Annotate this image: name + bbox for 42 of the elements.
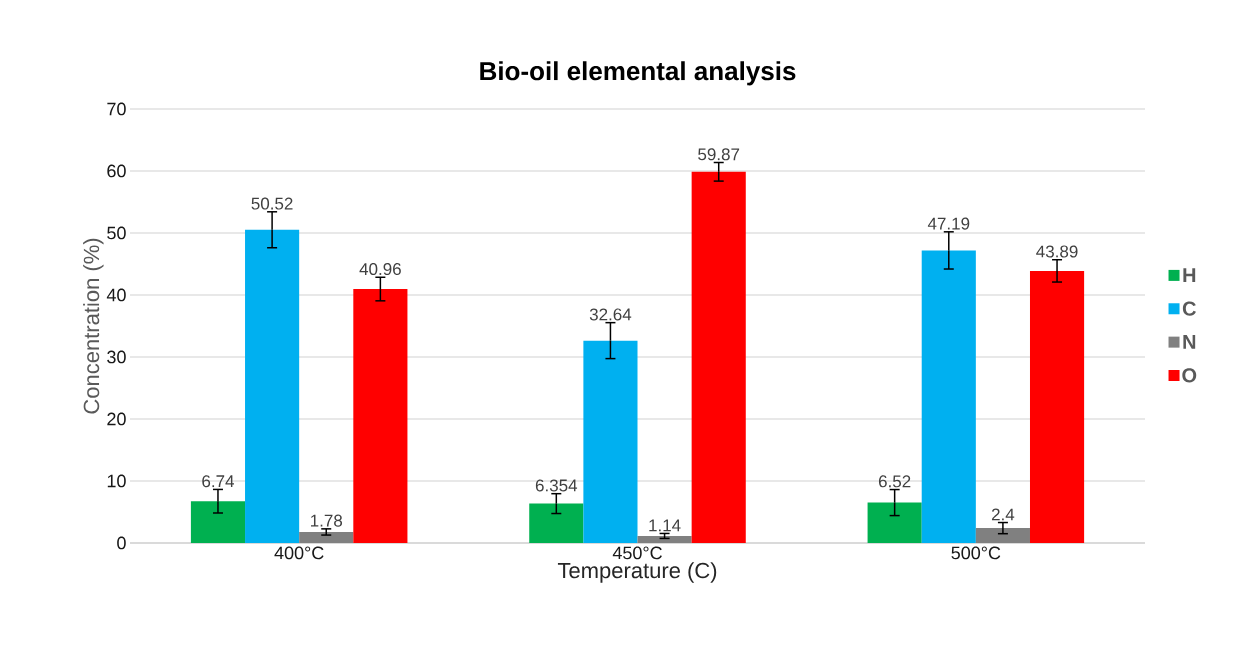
bar (353, 289, 408, 543)
y-tick-label: 0 (117, 536, 126, 550)
data-label: 32.64 (589, 308, 632, 321)
data-label: 1.78 (311, 514, 343, 527)
data-label: 43.89 (1036, 245, 1078, 258)
y-tick-label: 20 (107, 412, 126, 426)
data-label: 59.87 (698, 148, 740, 161)
bar (867, 502, 922, 543)
data-label: 1.14 (649, 519, 681, 532)
bar (245, 229, 300, 543)
bar (583, 340, 638, 543)
y-tick-label: 10 (107, 474, 126, 488)
legend-label: N (1183, 335, 1196, 349)
y-tick-label: 40 (106, 288, 126, 302)
x-tick-label: 450°C (612, 546, 662, 560)
chart-title: Bio-oil elemental analysis (480, 61, 796, 86)
bar (299, 531, 354, 543)
y-tick-label: 70 (107, 102, 126, 116)
data-label: 47.19 (927, 217, 970, 230)
data-label: 50.52 (251, 197, 293, 210)
bar (975, 528, 1030, 543)
data-label: 6.354 (535, 479, 578, 492)
legend-label: C (1182, 301, 1196, 316)
bar (1029, 270, 1085, 543)
bar (529, 503, 584, 543)
legend-label: H (1183, 268, 1196, 283)
x-axis-title: Temperature (C) (557, 562, 717, 583)
x-tick-label: 400°C (274, 546, 324, 560)
bar (921, 250, 976, 543)
bar (190, 501, 246, 543)
data-label: 40.96 (359, 263, 401, 276)
bar (691, 171, 746, 543)
bar (637, 535, 692, 543)
y-tick-label: 30 (107, 350, 126, 364)
legend-label: O (1182, 368, 1197, 383)
y-tick-label: 50 (107, 226, 126, 240)
y-axis-title: Concentration (%) (83, 238, 104, 414)
data-label: 6.52 (878, 475, 911, 488)
x-tick-label: 500°C (951, 546, 1001, 560)
data-label: 2.4 (991, 508, 1015, 521)
data-label: 6.74 (202, 475, 235, 488)
y-tick-label: 60 (107, 164, 126, 178)
